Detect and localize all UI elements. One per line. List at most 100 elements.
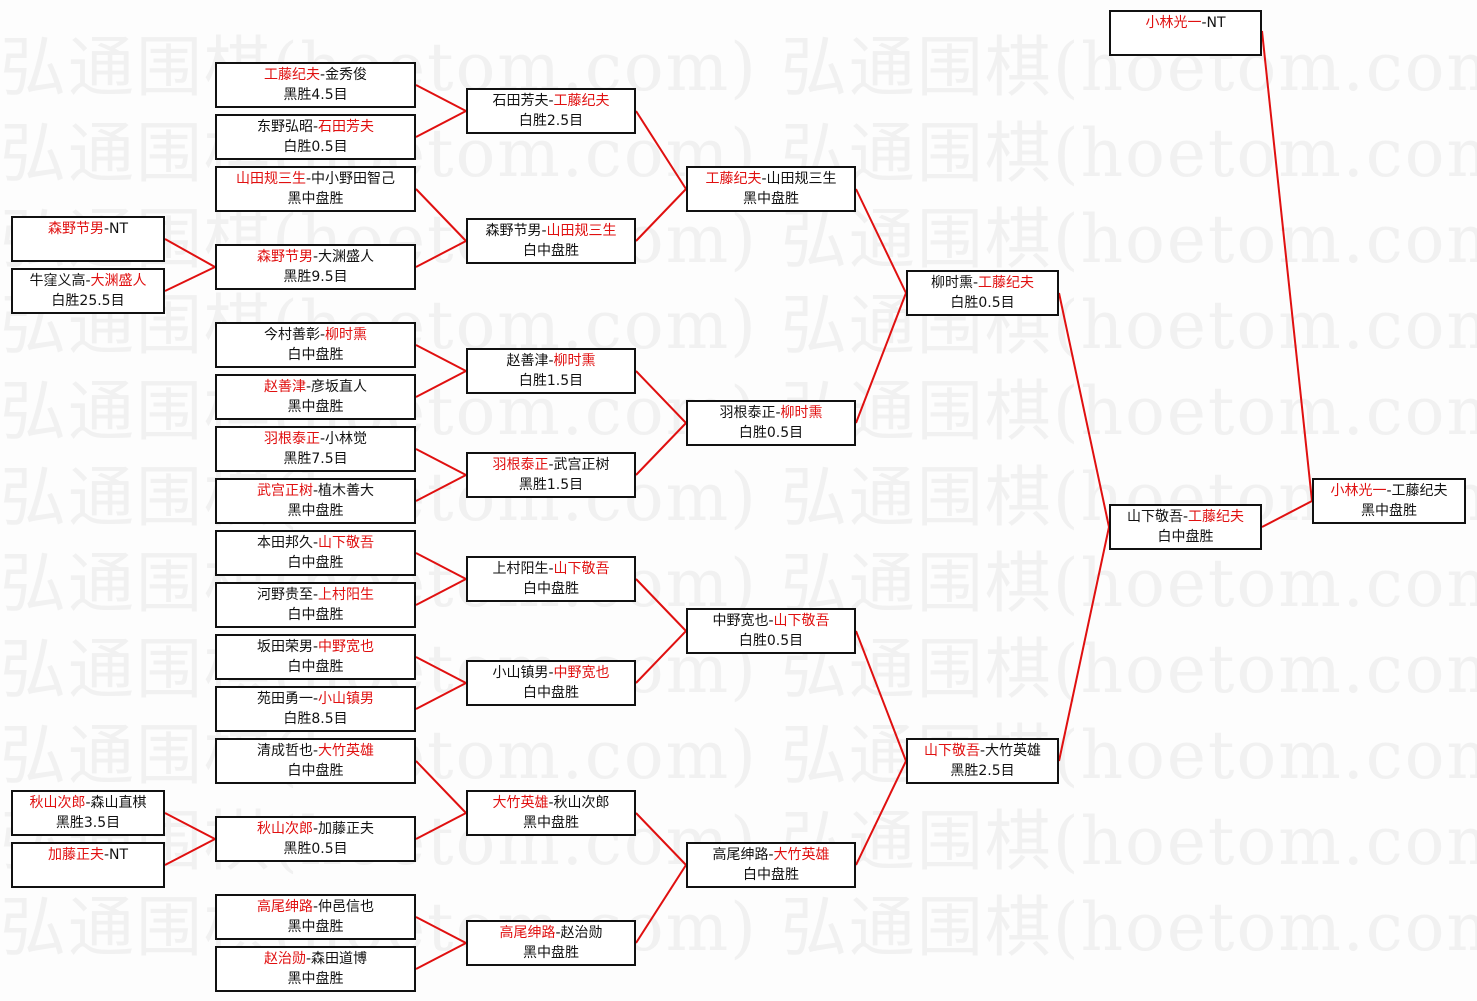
player-black: 赵善津 [506,353,549,369]
match-result: 黑中盘胜 [523,945,579,961]
player-white: 森山直棋 [90,795,147,811]
player-black: 上村阳生 [492,561,549,577]
separator: - [312,743,319,759]
match-players: 苑田勇一-小山镇男 [217,689,414,709]
player-black: 石田芳夫 [492,93,549,109]
connector-line [635,110,687,190]
player-black: 秋山次郎 [29,795,86,811]
separator: - [548,795,554,811]
match-players: 上村阳生-山下敬吾 [468,559,634,579]
player-black: 羽根泰正 [263,431,320,447]
match-result: 黑中盘胜 [287,503,344,519]
player-white: 仲邑信也 [318,899,375,915]
match-result: 黑中盘胜 [287,399,344,415]
match-box: 秋山次郎-加藤正夫黑胜0.5目 [215,816,416,862]
match-box: 今村善彰-柳时熏 白中盘胜 [215,322,416,368]
connector-line [415,552,467,580]
match-box: 赵善津-彦坂直人黑中盘胜 [215,374,416,420]
player-white: 彦坂直人 [311,379,368,395]
player-white: 石田芳夫 [318,119,375,135]
player-white: 武宫正树 [553,457,610,473]
player-white: NT [109,847,129,863]
player-white: 秋山次郎 [553,795,610,811]
separator: - [312,691,319,707]
separator: - [312,119,319,135]
player-white: 山田规三生 [766,171,837,187]
match-players: 秋山次郎-加藤正夫 [217,819,414,839]
separator: - [312,639,319,655]
match-players: 工藤纪夫-金秀俊 [217,65,414,85]
match-box: 加藤正夫-NT [11,842,165,888]
match-box: 上村阳生-山下敬吾 白中盘胜 [466,556,636,602]
player-black: 加藤正夫 [47,847,104,863]
match-box: 小林光一-工藤纪夫 黑中盘胜 [1312,478,1466,524]
separator: - [761,171,767,187]
separator: - [305,171,312,187]
player-white: 中野宽也 [318,639,375,655]
match-result: 黑胜1.5目 [518,477,584,493]
match-result: 黑胜3.5目 [55,815,121,831]
player-white: 大渊盛人 [90,273,147,289]
match-box: 牛窪义高-大渊盛人 白胜25.5目 [11,268,165,314]
connector-line [415,240,467,268]
player-black: 秋山次郎 [256,821,313,837]
player-black: 森野节男 [485,223,542,239]
player-black: 柳时熏 [930,275,973,291]
match-box: 秋山次郎-森山直棋黑胜3.5目 [11,790,165,836]
match-players: 羽根泰正-小林觉 [217,429,414,449]
match-box: 森野节男-大渊盛人 黑胜9.5目 [215,244,416,290]
connector-line [164,838,216,866]
match-players: 森野节男-大渊盛人 [217,247,414,267]
player-white: 工藤纪夫 [553,93,610,109]
player-black: 工藤纪夫 [263,67,320,83]
player-white: 上村阳生 [318,587,375,603]
match-box: 清成哲也-大竹英雄 白中盘胜 [215,738,416,784]
player-white: 大渊盛人 [318,249,375,265]
match-players: 清成哲也-大竹英雄 [217,741,414,761]
connector-line [415,344,467,372]
connector-line [164,238,216,268]
match-players: 武宫正树-植木善大 [217,481,414,501]
match-players: 森野节男-NT [13,219,163,239]
separator: - [85,795,91,811]
player-white: 小林觉 [325,431,368,447]
connector-line [164,812,216,840]
match-box: 羽根泰正-武宫正树 黑胜1.5目 [466,452,636,498]
player-black: 赵善津 [263,379,306,395]
player-white: 植木善大 [318,483,375,499]
match-players: 山下敬吾-大竹英雄 [908,741,1057,761]
match-players: 坂田荣男-中野宽也 [217,637,414,657]
player-black: 山下敬吾 [1126,509,1183,525]
match-result: 白中盘胜 [287,607,344,623]
player-black: 小林光一 [1330,483,1387,499]
player-black: 本田邦久 [256,535,313,551]
player-white: 山下敬吾 [318,535,375,551]
separator: - [775,405,781,421]
separator: - [548,665,554,681]
connector-line [415,942,467,970]
player-black: 小山镇男 [492,665,549,681]
player-white: 山下敬吾 [553,561,610,577]
match-box: 森野节男-山田规三生 白中盘胜 [466,218,636,264]
separator: - [541,223,547,239]
connector-line [635,188,687,242]
connector-line [415,110,467,138]
player-black: 赵治勋 [263,951,306,967]
match-result: 白中盘胜 [1157,529,1214,545]
match-players: 赵善津-彦坂直人 [217,377,414,397]
connector-line [415,84,467,112]
separator: - [312,249,319,265]
match-result: 黑胜0.5目 [283,841,348,857]
separator: - [305,379,312,395]
player-white: 小山镇男 [318,691,375,707]
match-players: 小林光一-NT [1111,13,1260,33]
connector-line [1261,500,1313,528]
connector-line [1261,30,1313,502]
player-white: 大竹英雄 [773,847,830,863]
match-box: 工藤纪夫-山田规三生 黑中盘胜 [686,166,856,212]
match-players: 柳时熏-工藤纪夫 [908,273,1057,293]
match-result: 白胜0.5目 [283,139,348,155]
match-box: 小山镇男-中野宽也 白中盘胜 [466,660,636,706]
